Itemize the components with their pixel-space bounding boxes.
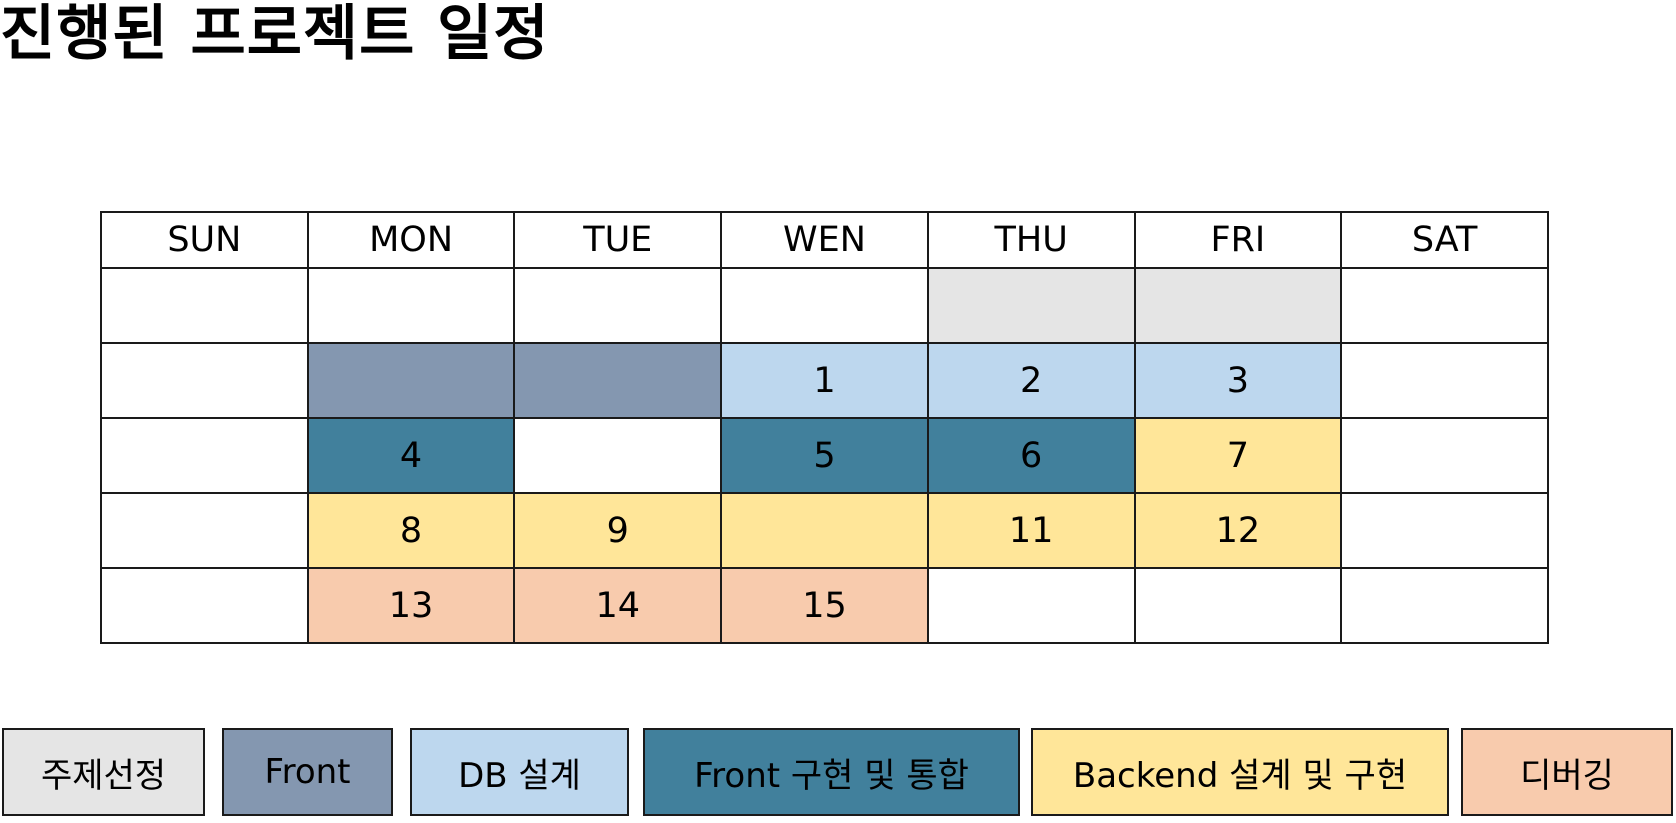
calendar-week-row: 8 9 11 12 bbox=[100, 492, 1549, 569]
calendar-cell bbox=[306, 267, 516, 344]
calendar-cell: 12 bbox=[1133, 492, 1343, 569]
header-sat: SAT bbox=[1340, 211, 1549, 269]
calendar-cell: 4 bbox=[306, 417, 516, 494]
page-title: 진행된 프로젝트 일정 bbox=[0, 0, 550, 69]
legend-debugging: 디버깅 bbox=[1461, 728, 1673, 816]
calendar-cell bbox=[513, 417, 723, 494]
calendar-cell bbox=[1340, 267, 1549, 344]
calendar-week-row bbox=[100, 267, 1549, 344]
calendar-week-row: 4 5 6 7 bbox=[100, 417, 1549, 494]
calendar-cell bbox=[926, 567, 1136, 644]
calendar-cell bbox=[513, 342, 723, 419]
calendar-cell bbox=[306, 342, 516, 419]
calendar-cell: 7 bbox=[1133, 417, 1343, 494]
calendar-cell: 13 bbox=[306, 567, 516, 644]
calendar-cell bbox=[100, 567, 309, 644]
calendar-cell bbox=[720, 267, 929, 344]
calendar-cell bbox=[1340, 342, 1549, 419]
calendar-cell bbox=[720, 492, 929, 569]
calendar-cell: 8 bbox=[306, 492, 516, 569]
header-fri: FRI bbox=[1133, 211, 1343, 269]
legend-backend: Backend 설계 및 구현 bbox=[1031, 728, 1449, 816]
calendar-cell bbox=[513, 267, 723, 344]
calendar-cell bbox=[1133, 267, 1343, 344]
calendar-cell: 9 bbox=[513, 492, 723, 569]
calendar-cell bbox=[1340, 567, 1549, 644]
calendar-cell bbox=[1340, 417, 1549, 494]
legend-db-design: DB 설계 bbox=[410, 728, 629, 816]
legend-front: Front bbox=[222, 728, 393, 816]
calendar-cell bbox=[926, 267, 1136, 344]
calendar-cell bbox=[100, 342, 309, 419]
legend-topic-selection: 주제선정 bbox=[2, 728, 205, 816]
calendar-header-row: SUN MON TUE WEN THU FRI SAT bbox=[100, 211, 1549, 269]
calendar-cell: 1 bbox=[720, 342, 929, 419]
calendar-cell: 15 bbox=[720, 567, 929, 644]
legend-front-impl: Front 구현 및 통합 bbox=[643, 728, 1020, 816]
calendar-cell bbox=[100, 492, 309, 569]
calendar-cell bbox=[100, 417, 309, 494]
calendar-cell bbox=[100, 267, 309, 344]
header-sun: SUN bbox=[100, 211, 309, 269]
calendar-cell: 14 bbox=[513, 567, 723, 644]
calendar-week-row: 13 14 15 bbox=[100, 567, 1549, 644]
calendar-cell: 6 bbox=[926, 417, 1136, 494]
phase-legend: 주제선정 Front DB 설계 Front 구현 및 통합 Backend 설… bbox=[0, 728, 1676, 820]
header-wen: WEN bbox=[720, 211, 929, 269]
calendar-cell: 5 bbox=[720, 417, 929, 494]
calendar-cell: 3 bbox=[1133, 342, 1343, 419]
calendar-cell: 11 bbox=[926, 492, 1136, 569]
calendar-cell bbox=[1133, 567, 1343, 644]
calendar-cell bbox=[1340, 492, 1549, 569]
calendar-cell: 2 bbox=[926, 342, 1136, 419]
header-mon: MON bbox=[306, 211, 516, 269]
header-tue: TUE bbox=[513, 211, 723, 269]
header-thu: THU bbox=[926, 211, 1136, 269]
calendar-week-row: 1 2 3 bbox=[100, 342, 1549, 419]
schedule-calendar: SUN MON TUE WEN THU FRI SAT 1 2 3 bbox=[100, 211, 1549, 644]
